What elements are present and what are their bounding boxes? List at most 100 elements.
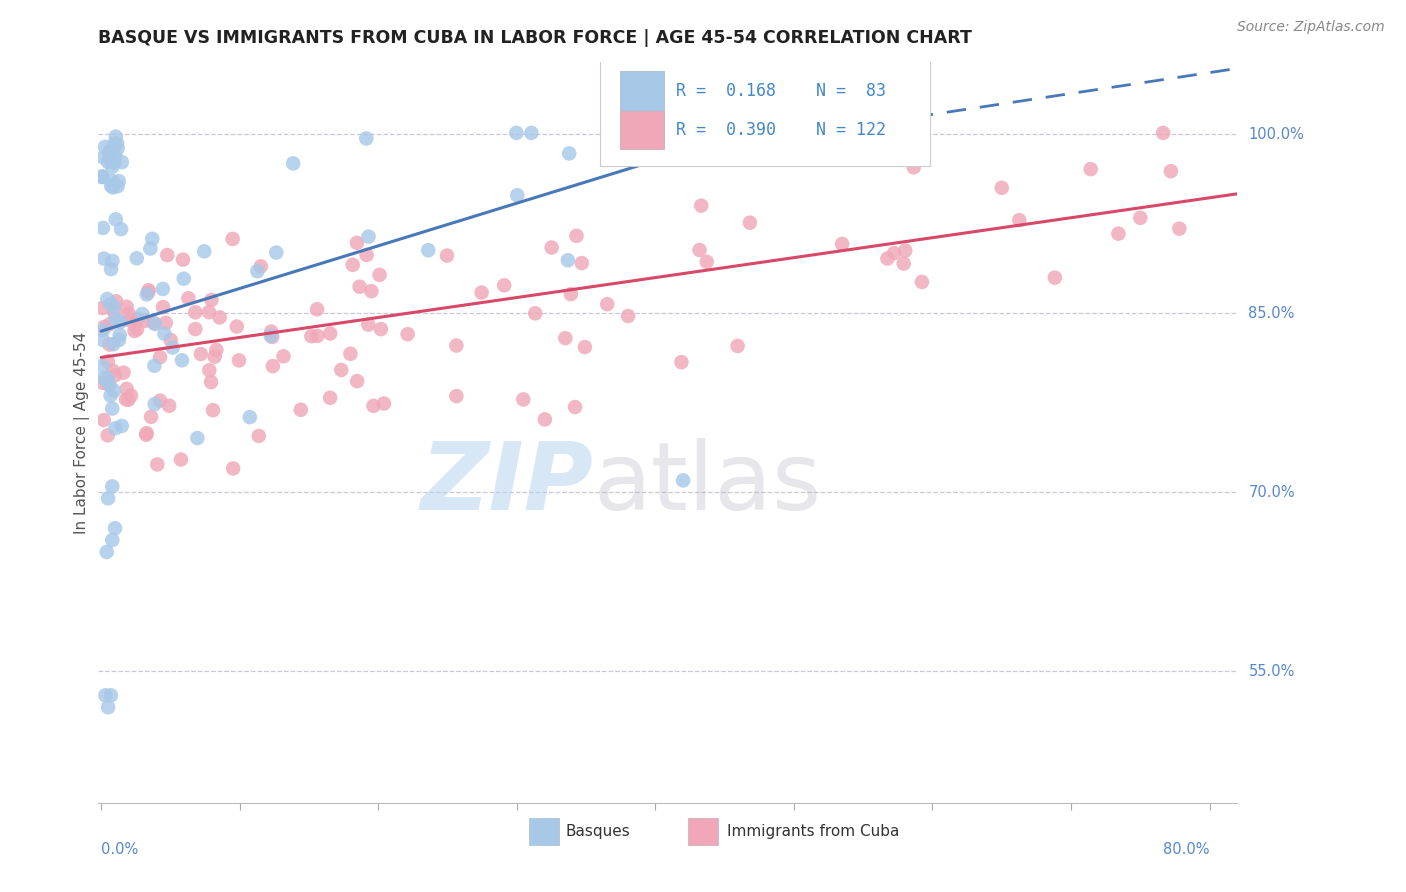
Point xyxy=(222,461,245,475)
Point xyxy=(108,333,131,347)
Point xyxy=(494,278,516,293)
Point xyxy=(125,252,148,266)
Point xyxy=(574,340,596,354)
Point xyxy=(540,240,562,254)
Point xyxy=(141,232,163,246)
Point xyxy=(157,399,180,413)
Point xyxy=(200,293,222,307)
Point xyxy=(221,232,243,246)
Point xyxy=(346,374,368,388)
Point xyxy=(156,248,179,262)
Point xyxy=(273,349,295,363)
Point xyxy=(100,689,122,703)
Text: R =  0.390    N = 122: R = 0.390 N = 122 xyxy=(676,120,886,139)
Point xyxy=(696,255,718,269)
Point xyxy=(170,353,193,368)
Point xyxy=(727,339,749,353)
Point xyxy=(990,181,1012,195)
Point xyxy=(104,421,127,435)
Point xyxy=(146,458,169,472)
Point xyxy=(560,287,582,301)
Point xyxy=(436,249,458,263)
Point xyxy=(100,389,122,403)
Point xyxy=(94,140,117,154)
Point xyxy=(91,359,114,373)
Point xyxy=(143,397,166,411)
Point xyxy=(1043,270,1066,285)
Point xyxy=(370,322,392,336)
Point xyxy=(172,252,194,267)
Point xyxy=(260,325,283,339)
Point xyxy=(101,479,124,493)
Point xyxy=(198,305,221,319)
Point xyxy=(342,258,364,272)
Point xyxy=(108,327,131,342)
Point xyxy=(512,392,534,407)
Point xyxy=(319,391,342,405)
Point xyxy=(558,146,581,161)
Point xyxy=(91,169,114,184)
Point xyxy=(117,392,139,407)
Point xyxy=(446,338,468,352)
Point xyxy=(93,413,115,427)
Text: 100.0%: 100.0% xyxy=(1249,127,1305,142)
Point xyxy=(97,354,120,368)
Point xyxy=(204,350,226,364)
Point xyxy=(104,129,127,144)
FancyBboxPatch shape xyxy=(689,818,718,845)
Point xyxy=(96,545,118,559)
Point xyxy=(373,396,395,410)
Point xyxy=(208,310,231,325)
Point xyxy=(101,254,124,268)
Point xyxy=(107,179,129,194)
Point xyxy=(135,287,157,301)
Point xyxy=(107,174,129,188)
Text: 80.0%: 80.0% xyxy=(1163,842,1209,856)
Point xyxy=(94,689,117,703)
FancyBboxPatch shape xyxy=(620,71,665,110)
Point xyxy=(98,144,121,158)
Point xyxy=(91,301,114,315)
Point xyxy=(202,403,225,417)
Point xyxy=(672,474,695,488)
Point xyxy=(893,256,915,270)
Text: R =  0.168    N =  83: R = 0.168 N = 83 xyxy=(676,81,886,100)
Point xyxy=(184,322,207,336)
Point xyxy=(260,329,283,343)
Point xyxy=(149,350,172,364)
Point xyxy=(97,377,120,392)
Point xyxy=(112,366,135,380)
Point xyxy=(1152,126,1174,140)
Point xyxy=(524,306,547,320)
Point xyxy=(135,427,157,442)
Point xyxy=(101,174,124,188)
Point xyxy=(170,452,193,467)
Point xyxy=(155,316,177,330)
Point xyxy=(903,161,925,175)
Point xyxy=(103,300,125,314)
Point xyxy=(120,388,142,402)
Point xyxy=(111,155,134,169)
Point xyxy=(93,252,115,266)
Point xyxy=(103,384,125,398)
Point xyxy=(831,236,853,251)
Point xyxy=(103,155,125,169)
Point xyxy=(139,242,162,256)
Text: 55.0%: 55.0% xyxy=(1249,664,1295,679)
Point xyxy=(534,412,557,426)
Point xyxy=(738,216,761,230)
Point xyxy=(104,312,127,326)
Point xyxy=(225,319,247,334)
Point xyxy=(104,212,127,227)
Point xyxy=(97,700,120,714)
Point xyxy=(1080,162,1102,177)
Point xyxy=(96,371,118,385)
Point xyxy=(105,136,128,151)
Point xyxy=(446,389,468,403)
Point xyxy=(911,275,934,289)
Point xyxy=(363,399,385,413)
Point xyxy=(142,316,165,330)
Point xyxy=(198,363,221,377)
Point xyxy=(1129,211,1152,225)
Point xyxy=(153,326,176,341)
